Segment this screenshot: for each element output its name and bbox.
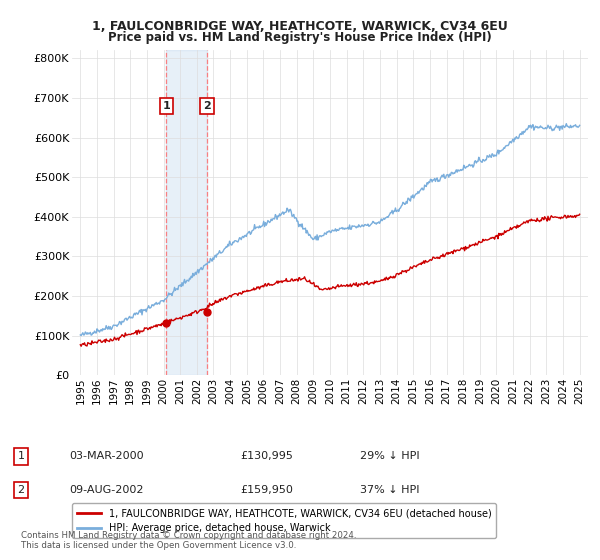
Bar: [166, 50, 207, 375]
Text: Price paid vs. HM Land Registry's House Price Index (HPI): Price paid vs. HM Land Registry's House …: [108, 31, 492, 44]
Text: 1: 1: [17, 451, 25, 461]
Legend: 1, FAULCONBRIDGE WAY, HEATHCOTE, WARWICK, CV34 6EU (detached house), HPI: Averag: 1, FAULCONBRIDGE WAY, HEATHCOTE, WARWICK…: [72, 503, 496, 538]
Text: 2: 2: [17, 485, 25, 495]
Text: £159,950: £159,950: [240, 485, 293, 495]
Text: 29% ↓ HPI: 29% ↓ HPI: [360, 451, 419, 461]
Text: Contains HM Land Registry data © Crown copyright and database right 2024.
This d: Contains HM Land Registry data © Crown c…: [21, 531, 356, 550]
Text: 1: 1: [163, 101, 170, 111]
Text: 1, FAULCONBRIDGE WAY, HEATHCOTE, WARWICK, CV34 6EU: 1, FAULCONBRIDGE WAY, HEATHCOTE, WARWICK…: [92, 20, 508, 32]
Text: 37% ↓ HPI: 37% ↓ HPI: [360, 485, 419, 495]
Text: 2: 2: [203, 101, 211, 111]
Text: £130,995: £130,995: [240, 451, 293, 461]
Text: 09-AUG-2002: 09-AUG-2002: [69, 485, 143, 495]
Text: 03-MAR-2000: 03-MAR-2000: [69, 451, 143, 461]
